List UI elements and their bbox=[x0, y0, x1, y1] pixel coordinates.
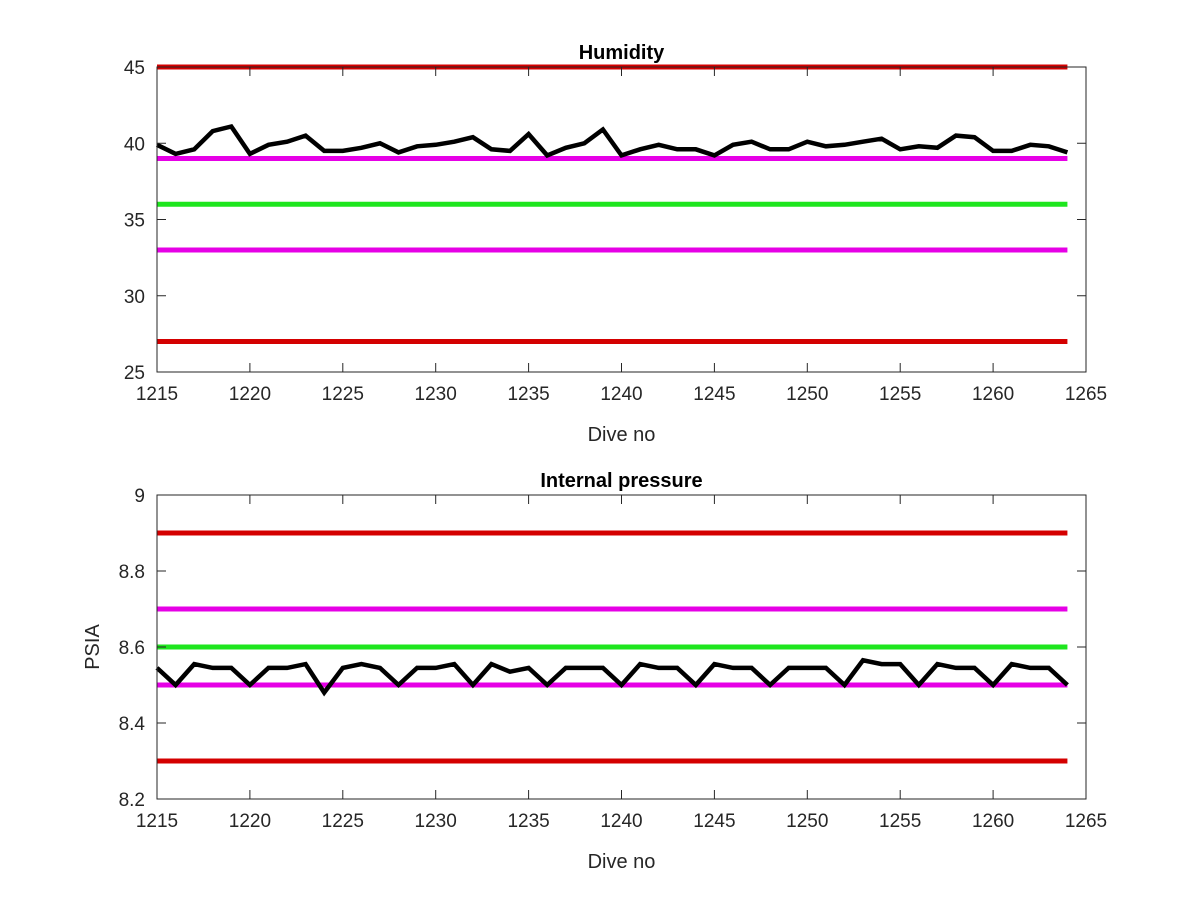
x-tick-label: 1235 bbox=[507, 811, 549, 832]
chart-title: Humidity bbox=[579, 42, 665, 64]
humidity-chart: 1215 1220 1225 1230 1235 1240 1245 1250 1255 1260… bbox=[124, 42, 1107, 446]
x-tick-label: 1240 bbox=[600, 384, 642, 405]
internal-pressure-chart: 1215 1220 1225 1230 1235 1240 1245 1250 1255 1260… bbox=[82, 470, 1107, 873]
x-tick-label: 1265 bbox=[1065, 384, 1107, 405]
y-tick-label: 8.2 bbox=[119, 790, 145, 811]
y-tick-label: 40 bbox=[124, 134, 145, 155]
y-tick-label: 9 bbox=[134, 486, 145, 507]
x-tick-label: 1255 bbox=[879, 384, 921, 405]
y-tick-label: 8.8 bbox=[119, 562, 145, 583]
x-tick-label: 1235 bbox=[507, 384, 549, 405]
x-tick-label: 1220 bbox=[229, 384, 271, 405]
x-tick-label: 1240 bbox=[600, 811, 642, 832]
chart-title: Internal pressure bbox=[540, 470, 702, 492]
x-tick-label: 1215 bbox=[136, 811, 178, 832]
x-axis-label: Dive no bbox=[588, 424, 656, 446]
y-axis-label: PSIA bbox=[82, 624, 104, 670]
x-tick-label: 1260 bbox=[972, 384, 1014, 405]
y-tick-label: 45 bbox=[124, 58, 145, 79]
x-tick-label: 1245 bbox=[693, 384, 735, 405]
x-tick-label: 1250 bbox=[786, 811, 828, 832]
x-axis-label: Dive no bbox=[588, 851, 656, 873]
y-tick-label: 25 bbox=[124, 363, 145, 384]
x-tick-label: 1245 bbox=[693, 811, 735, 832]
x-tick-label: 1230 bbox=[415, 811, 457, 832]
series-line bbox=[155, 657, 1069, 697]
y-tick-label: 30 bbox=[124, 287, 145, 308]
series-line bbox=[156, 123, 1069, 159]
x-tick-label: 1225 bbox=[322, 384, 364, 405]
x-tick-label: 1225 bbox=[322, 811, 364, 832]
x-tick-label: 1215 bbox=[136, 384, 178, 405]
x-tick-label: 1265 bbox=[1065, 811, 1107, 832]
x-tick-label: 1220 bbox=[229, 811, 271, 832]
y-tick-label: 35 bbox=[124, 211, 145, 232]
x-tick-label: 1260 bbox=[972, 811, 1014, 832]
x-tick-label: 1250 bbox=[786, 384, 828, 405]
x-tick-label: 1255 bbox=[879, 811, 921, 832]
y-tick-label: 8.4 bbox=[119, 714, 146, 735]
y-tick-label: 8.6 bbox=[119, 638, 145, 659]
x-tick-label: 1230 bbox=[415, 384, 457, 405]
